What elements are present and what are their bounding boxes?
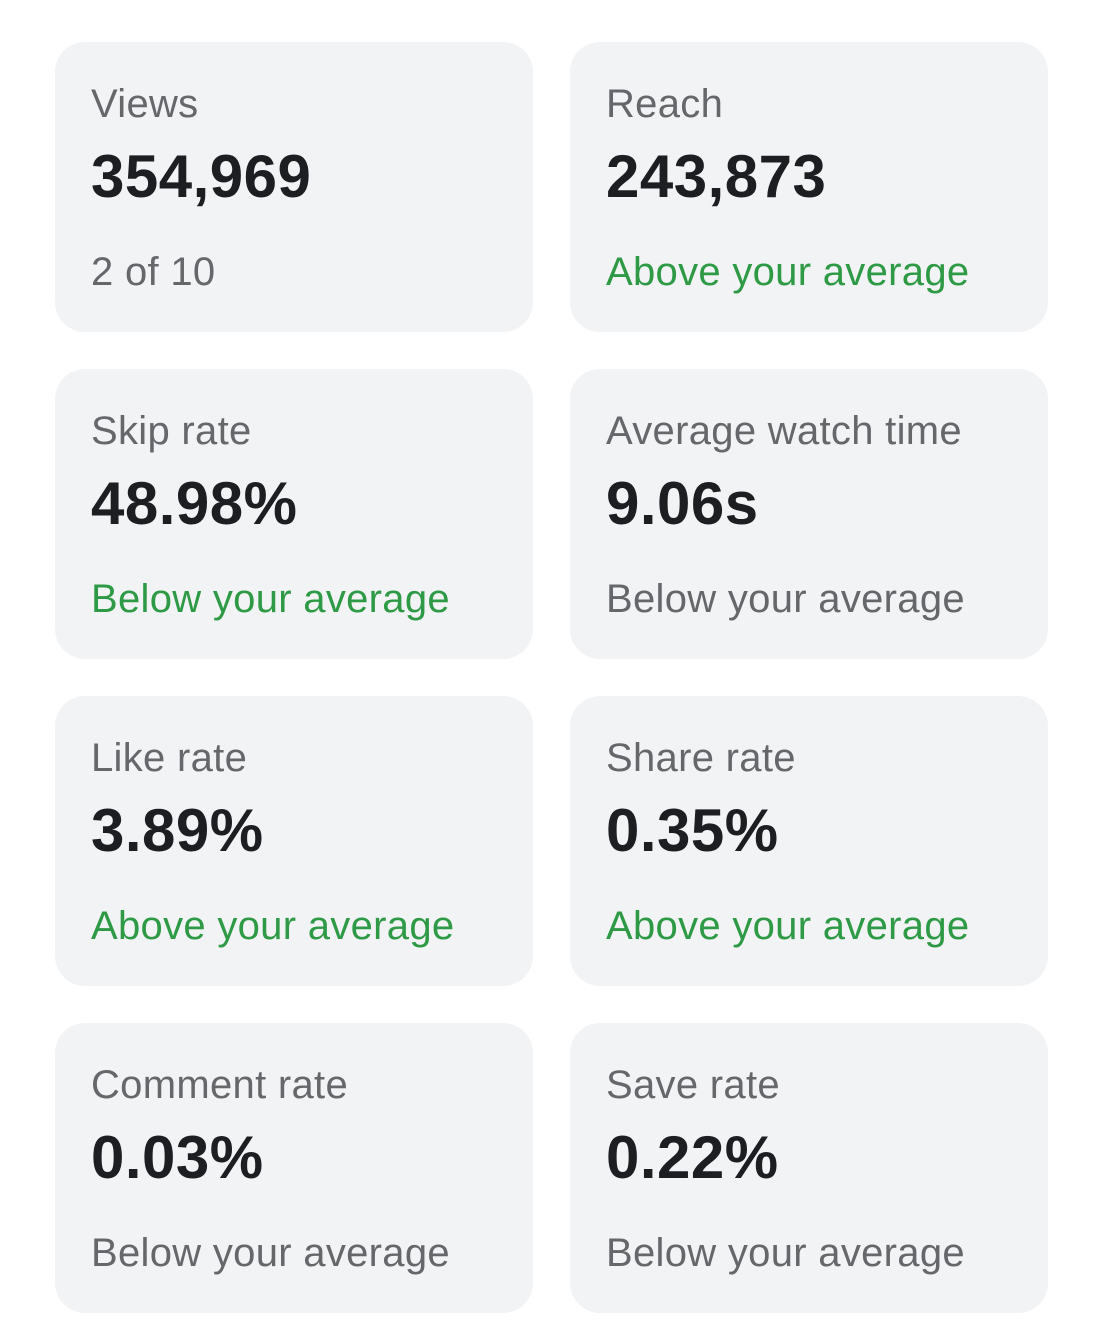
metric-status: Below your average — [606, 577, 965, 621]
metric-card-like-rate: Like rate 3.89% Above your average — [55, 696, 533, 986]
metric-value: 48.98% — [91, 470, 298, 537]
metric-label: Comment rate — [91, 1063, 349, 1107]
metric-status: Above your average — [91, 904, 455, 948]
metric-value: 3.89% — [91, 797, 264, 864]
metric-value: 243,873 — [606, 143, 827, 210]
metrics-grid: Views 354,969 2 of 10 Reach 243,873 Abov… — [55, 42, 1048, 1313]
metric-value: 0.22% — [606, 1124, 779, 1191]
metric-status: Below your average — [91, 1231, 450, 1275]
metric-status: Below your average — [91, 577, 450, 621]
metric-value: 0.35% — [606, 797, 779, 864]
metric-label: Save rate — [606, 1063, 780, 1107]
metric-value: 9.06s — [606, 470, 759, 537]
metric-label: Like rate — [91, 736, 248, 780]
metric-card-average-watch-time: Average watch time 9.06s Below your aver… — [570, 369, 1048, 659]
metric-status: 2 of 10 — [91, 250, 216, 294]
metric-label: Average watch time — [606, 409, 962, 453]
metric-card-comment-rate: Comment rate 0.03% Below your average — [55, 1023, 533, 1313]
metric-card-share-rate: Share rate 0.35% Above your average — [570, 696, 1048, 986]
metric-label: Reach — [606, 82, 724, 126]
metric-status: Above your average — [606, 904, 970, 948]
metric-label: Share rate — [606, 736, 796, 780]
metric-card-skip-rate: Skip rate 48.98% Below your average — [55, 369, 533, 659]
metric-status: Above your average — [606, 250, 970, 294]
metric-card-reach: Reach 243,873 Above your average — [570, 42, 1048, 332]
metric-card-save-rate: Save rate 0.22% Below your average — [570, 1023, 1048, 1313]
metric-value: 354,969 — [91, 143, 312, 210]
metric-value: 0.03% — [91, 1124, 264, 1191]
metric-label: Views — [91, 82, 199, 126]
metric-card-views: Views 354,969 2 of 10 — [55, 42, 533, 332]
metric-label: Skip rate — [91, 409, 252, 453]
metric-status: Below your average — [606, 1231, 965, 1275]
